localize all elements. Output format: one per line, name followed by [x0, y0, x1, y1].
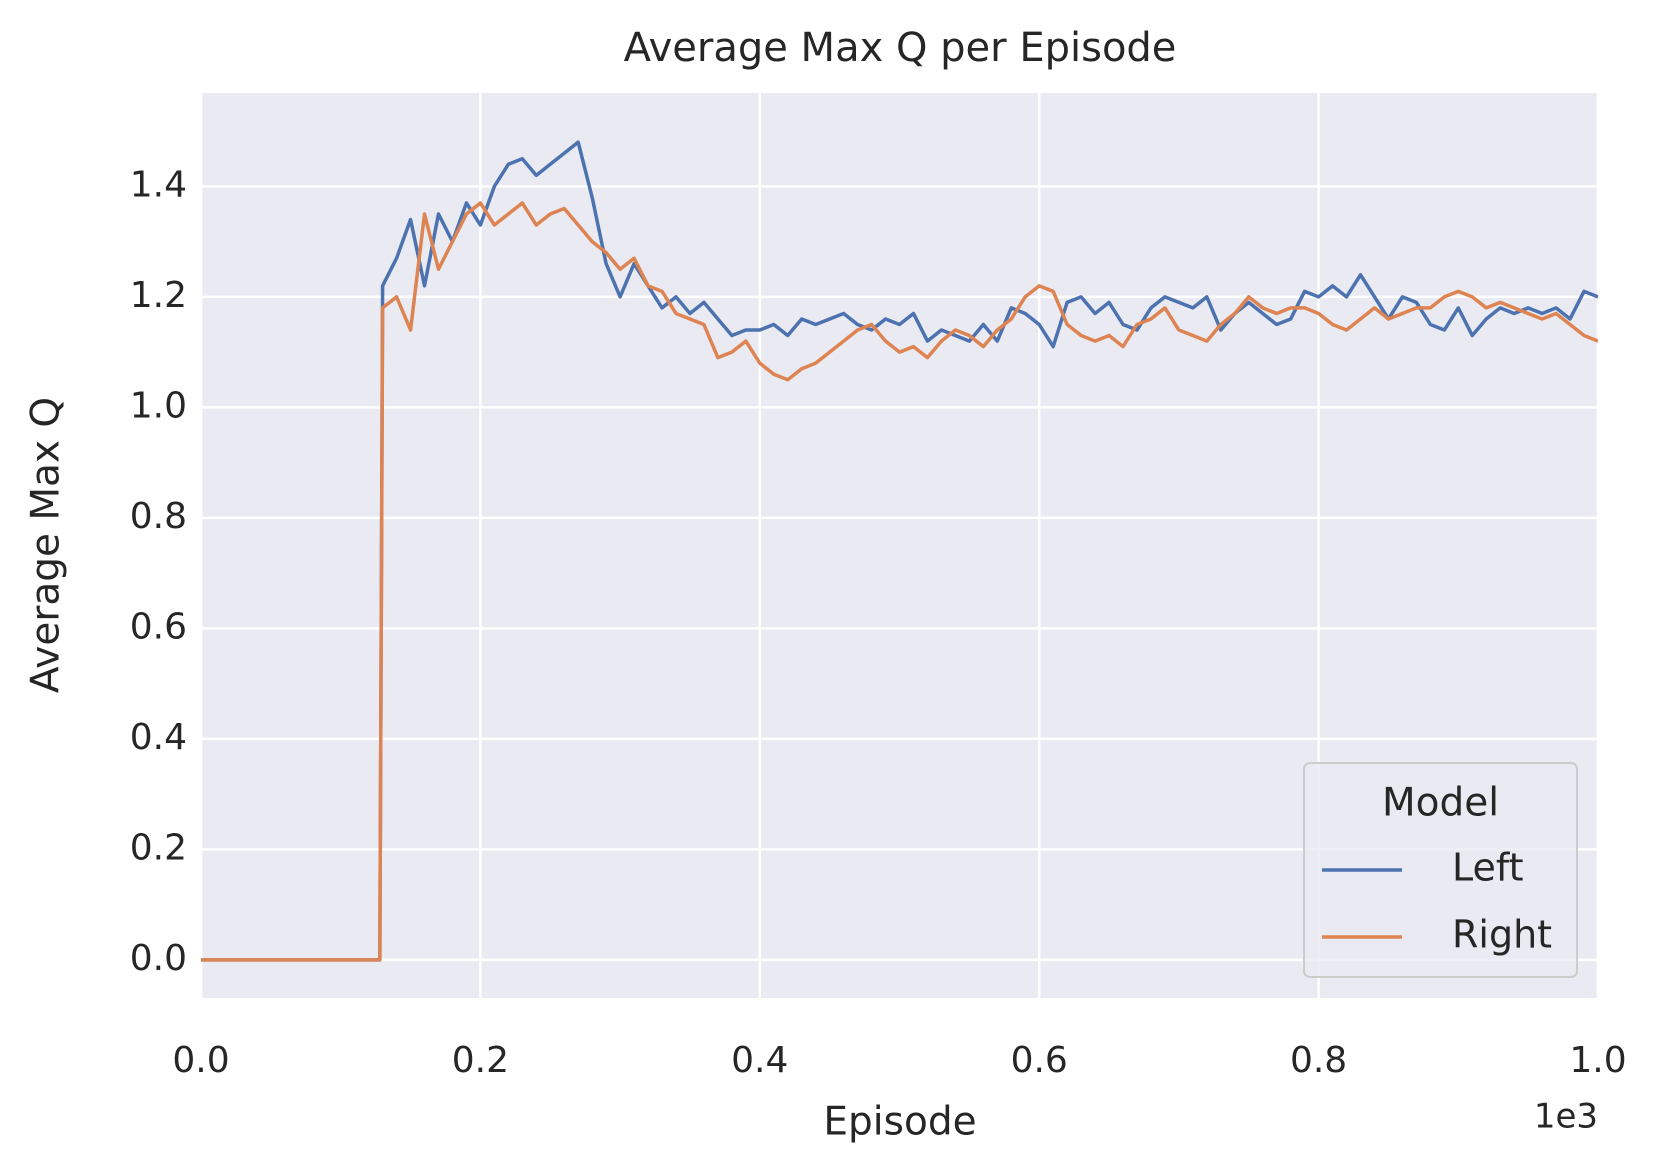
- chart-title: Average Max Q per Episode: [624, 25, 1177, 71]
- series-line: [201, 140, 1598, 962]
- y-tick-label: 0.6: [130, 606, 187, 647]
- x-axis-label: Episode: [823, 1100, 976, 1145]
- series-line: [201, 201, 1598, 962]
- legend-label: Left: [1452, 846, 1524, 890]
- y-tick-label: 0.4: [130, 717, 187, 758]
- y-tick-label: 0.0: [130, 938, 187, 979]
- y-tick-label: 1.0: [130, 385, 187, 426]
- y-tick-label: 1.4: [130, 164, 187, 205]
- legend-label: Right: [1452, 913, 1552, 957]
- x-tick-label: 1.0: [1569, 1040, 1626, 1081]
- legend-box: [1303, 762, 1578, 978]
- y-axis-label: Average Max Q: [24, 397, 69, 693]
- legend-title: Model: [1382, 781, 1499, 826]
- y-tick-label: 0.2: [130, 827, 187, 868]
- x-offset-label: 1e3: [1534, 1097, 1598, 1137]
- y-tick-label: 1.2: [130, 275, 187, 316]
- x-tick-label: 0.0: [172, 1040, 229, 1081]
- x-tick-label: 0.4: [731, 1040, 788, 1081]
- x-tick-label: 0.2: [452, 1040, 509, 1081]
- x-tick-label: 0.6: [1011, 1040, 1068, 1081]
- y-tick-label: 0.8: [130, 496, 187, 537]
- x-tick-label: 0.8: [1290, 1040, 1347, 1081]
